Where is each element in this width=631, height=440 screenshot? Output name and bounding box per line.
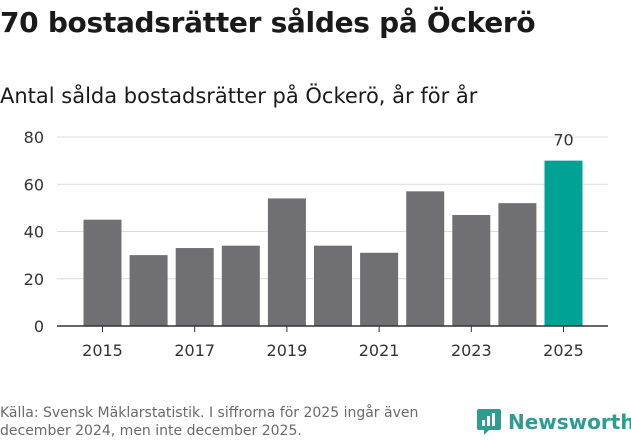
bar-chart: 0 20 40 60 80 70 2015 2017 2019 2021 2023 2025: [24, 128, 608, 360]
bar-2020: [314, 245, 352, 326]
axes: 0 20 40 60 80 70 2015 2017 2019 2021 2023 2025: [24, 128, 608, 360]
data-label-2025: 70: [553, 131, 573, 150]
brand-logo: Newsworthy: [476, 408, 631, 436]
x-tick-label: 2015: [82, 341, 123, 360]
bar-2016: [129, 255, 168, 326]
bar-2018: [221, 245, 260, 326]
bar-2023: [452, 214, 491, 326]
bar-2022: [406, 191, 445, 326]
bar-2021: [360, 252, 399, 326]
y-tick-label: 80: [24, 128, 44, 147]
x-tick-label: 2019: [267, 341, 308, 360]
chart-subtitle: Antal sålda bostadsrätter på Öckerö, år …: [0, 84, 478, 108]
brand-name: Newsworthy: [508, 410, 631, 434]
bar-2024: [498, 203, 537, 326]
bar-2015: [83, 219, 122, 326]
y-tick-label: 60: [24, 175, 44, 194]
y-tick-label: 20: [24, 270, 44, 289]
x-tick-label: 2023: [451, 341, 492, 360]
bar-2025: [544, 160, 583, 326]
x-tick-label: 2025: [543, 341, 584, 360]
y-tick-label: 40: [24, 223, 44, 242]
x-tick-label: 2021: [359, 341, 400, 360]
bars: [83, 160, 583, 326]
x-tick-label: 2017: [174, 341, 215, 360]
chart-title: 70 bostadsrätter såldes på Öckerö: [0, 6, 536, 39]
y-tick-label: 0: [34, 317, 44, 336]
newsworthy-logo-icon: [477, 409, 501, 435]
source-note: Källa: Svensk Mäklarstatistik. I siffror…: [0, 405, 419, 439]
bar-2019: [267, 198, 306, 326]
bar-2017: [175, 248, 214, 326]
